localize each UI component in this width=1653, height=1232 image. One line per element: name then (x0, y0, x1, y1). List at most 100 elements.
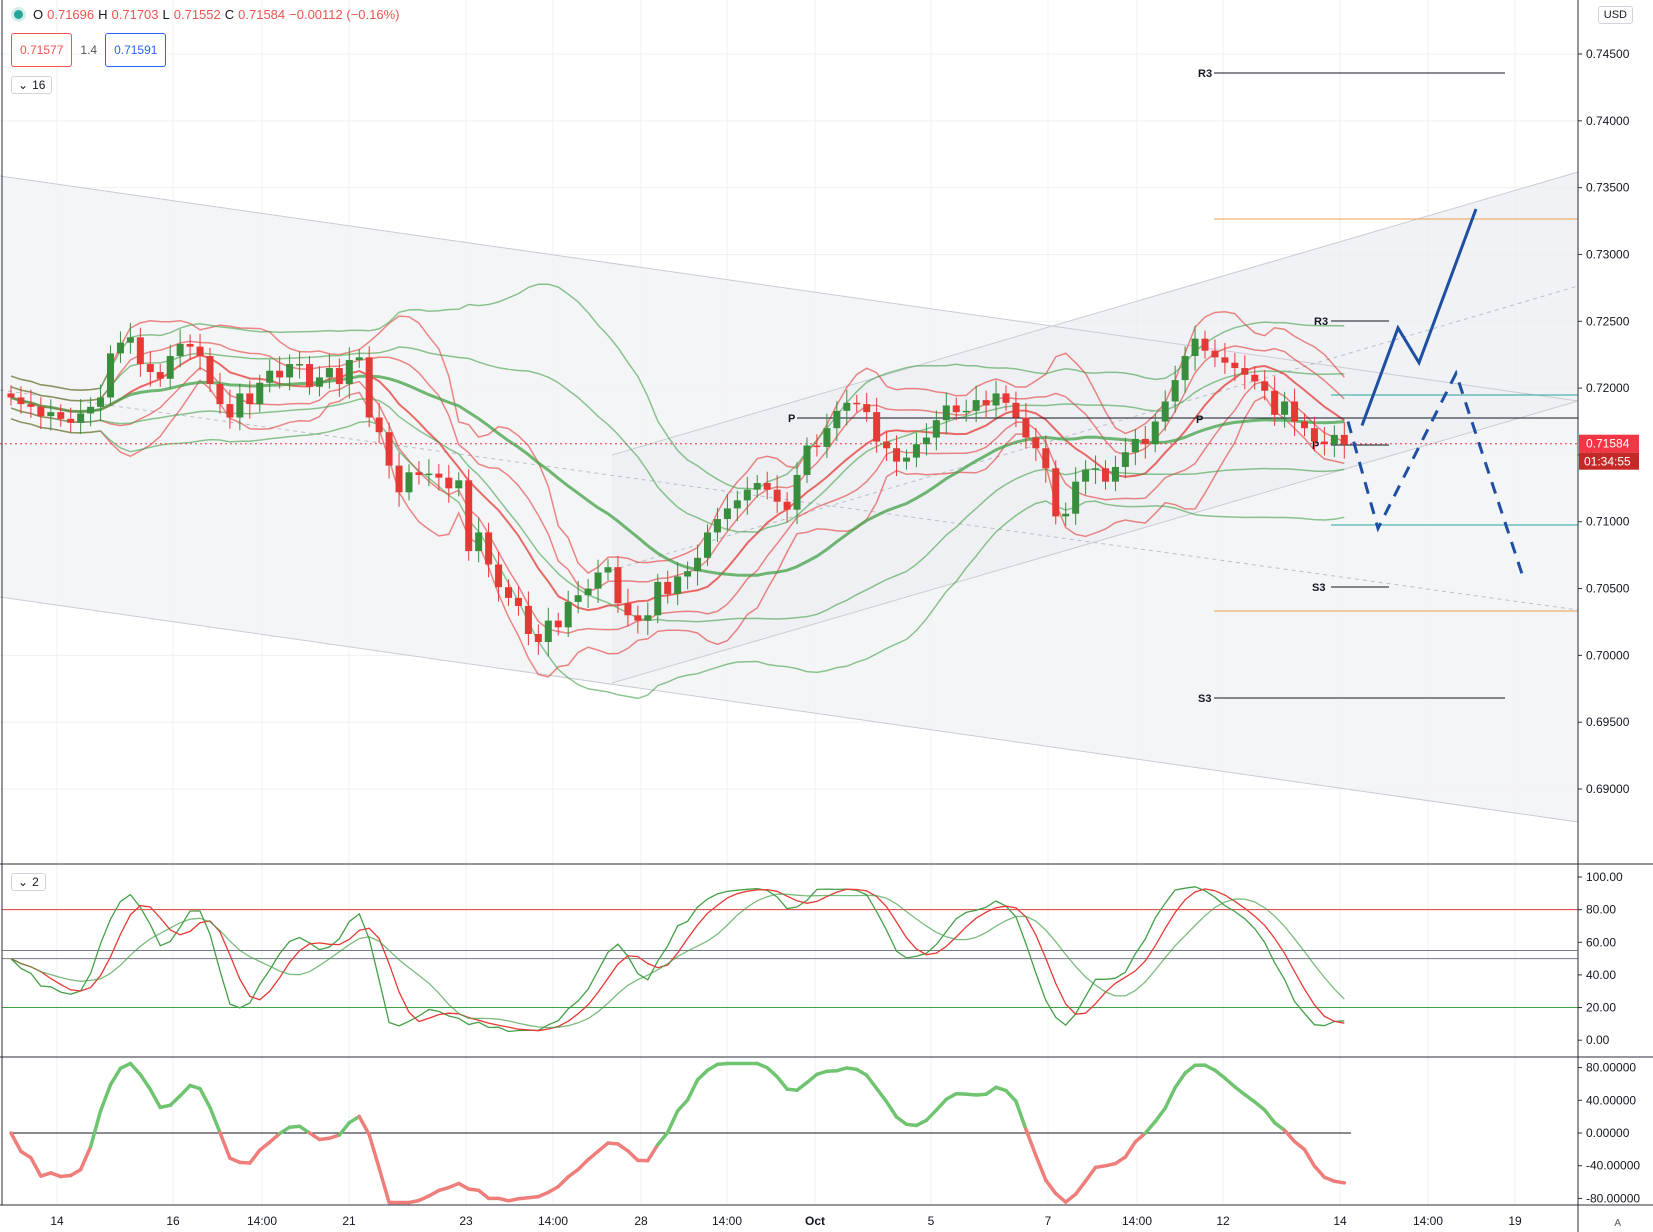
main-pane-collapse-button[interactable]: ⌄ 16 (11, 76, 53, 94)
candle-body (783, 501, 791, 510)
candle-body (1201, 338, 1209, 351)
candle-body (266, 370, 274, 383)
price-tick-label: 0.69000 (1586, 782, 1630, 796)
price-tick-label: 0.72500 (1586, 314, 1630, 328)
time-tick-label: 28 (634, 1214, 648, 1228)
osc-segment (576, 1157, 590, 1172)
candle-body (694, 557, 702, 572)
candle (723, 493, 731, 531)
pivot-label: S3 (1312, 582, 1325, 594)
osc-segment (9, 1131, 23, 1154)
candle (704, 524, 711, 566)
osc-segment (984, 1085, 998, 1096)
candle-body (17, 397, 25, 405)
candle-body (156, 372, 164, 379)
projection-solid (1360, 208, 1478, 427)
candle (1121, 437, 1129, 479)
candle (1171, 365, 1179, 413)
osc-segment (19, 1149, 33, 1160)
osc-segment (616, 1142, 630, 1153)
time-tick-label: 23 (459, 1214, 473, 1228)
buy-button[interactable]: 0.71591 (105, 33, 167, 67)
candle (395, 452, 403, 507)
osc-segment (457, 1181, 471, 1191)
candle (514, 586, 522, 616)
osc-segment (1044, 1178, 1058, 1196)
candle (126, 322, 134, 354)
candle-body (296, 364, 304, 366)
candle-body (1231, 362, 1239, 369)
candle-body (355, 357, 363, 361)
high-label: H (98, 7, 108, 22)
candle (1072, 467, 1080, 525)
osc-segment (1004, 1088, 1018, 1103)
candle-body (823, 428, 831, 447)
osc-segment (98, 1082, 113, 1113)
candle-body (1102, 468, 1109, 482)
osc-segment (1312, 1164, 1327, 1179)
osc-segment (78, 1144, 93, 1172)
candle-body (723, 508, 731, 520)
osc-segment (864, 1073, 879, 1091)
candle (1151, 413, 1159, 453)
candle (1181, 346, 1189, 393)
candle-body (912, 444, 920, 458)
candle (833, 401, 841, 442)
candle (375, 403, 383, 444)
candle-body (1281, 401, 1289, 415)
osc-segment (228, 1156, 242, 1165)
candle (226, 389, 234, 429)
candle-body (1310, 428, 1318, 442)
channel-line (0, 596, 1579, 823)
osc-segment (805, 1072, 819, 1085)
price-tick-label: 0.72000 (1586, 381, 1630, 395)
candle-body (1151, 421, 1159, 445)
candle (1131, 429, 1139, 466)
candle (664, 570, 672, 604)
osc-segment (1332, 1179, 1347, 1185)
candle-body (1241, 368, 1249, 375)
stoch-d-line (10, 888, 1345, 1032)
osc-segment (138, 1072, 153, 1092)
candle (1251, 366, 1259, 390)
osc-segment (1292, 1139, 1307, 1152)
candle (325, 353, 333, 389)
candlestick-series[interactable] (7, 322, 1348, 657)
osc-segment (1143, 1119, 1157, 1135)
osc-segment (1014, 1099, 1028, 1132)
candle (1111, 455, 1119, 492)
candle (136, 327, 144, 377)
candle-body (47, 412, 55, 417)
candle-body (1111, 466, 1119, 482)
candle-body (624, 603, 632, 616)
candle-body (803, 445, 811, 475)
candle (594, 559, 602, 603)
candle-body (87, 406, 95, 414)
currency-button[interactable]: USD (1597, 6, 1633, 24)
candle (843, 389, 851, 426)
candle (1092, 455, 1100, 485)
candle-body (952, 405, 960, 413)
candle-body (674, 576, 682, 594)
osc-segment (855, 1067, 869, 1078)
candle-body (315, 377, 323, 387)
candle-body (1330, 434, 1338, 445)
candle (176, 329, 184, 368)
candle-body (246, 393, 254, 405)
stoch-tick-label: 0.00 (1586, 1033, 1610, 1047)
candle (286, 354, 294, 391)
candle (435, 464, 443, 491)
candle-body (226, 404, 234, 418)
quote-bar: 0.71577 1.4 0.71591 (11, 33, 167, 67)
candle-body (495, 564, 503, 588)
osc-segment (1024, 1127, 1038, 1158)
sell-button[interactable]: 0.71577 (11, 33, 73, 67)
auto-scale-button[interactable]: A (1614, 1218, 1621, 1229)
osc-pane-collapse-button[interactable]: ⌄ 2 (11, 873, 46, 891)
osc-segment (198, 1086, 212, 1110)
candle (684, 561, 692, 590)
candle-body (425, 473, 433, 476)
candle (942, 392, 950, 435)
candle (932, 410, 940, 451)
